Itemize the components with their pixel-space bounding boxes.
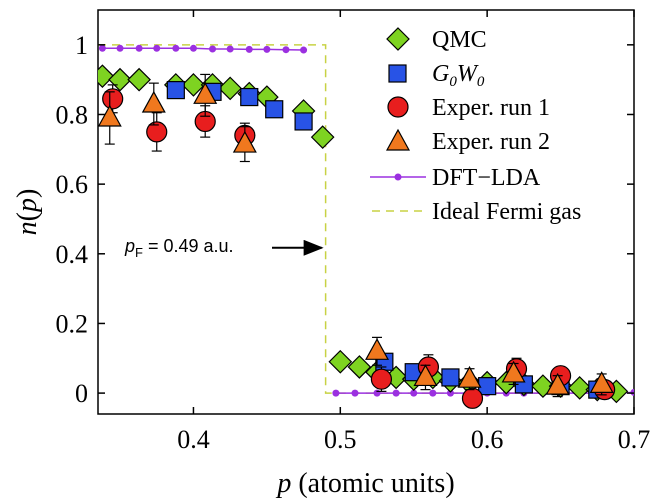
y-tick-label: 1	[75, 31, 88, 60]
legend-entry-exper-run-2: Exper. run 2	[385, 128, 550, 155]
dft-lda-point	[351, 389, 359, 397]
qmc-point	[310, 125, 335, 149]
y-axis-ticks: 0 0.2 0.4 0.6 0.8 1	[56, 31, 634, 408]
legend-exper-run-2-marker	[385, 128, 411, 151]
exper-run-2-point	[141, 90, 166, 113]
legend-entry-ideal-fermi-gas: Ideal Fermi gas	[372, 199, 581, 225]
x-axis-label-var: p	[275, 468, 291, 499]
exper-run-1-point	[102, 88, 124, 110]
g0w0-point	[441, 368, 460, 387]
legend-exper-run-1-marker	[387, 96, 409, 118]
legend-g0w0-g: G	[432, 61, 449, 87]
qmc-point	[328, 349, 353, 374]
y-tick-label: 0.4	[56, 240, 89, 269]
y-tick-label: 0	[75, 379, 88, 408]
x-tick-label: 0.4	[177, 425, 210, 454]
exper-run-2-point	[501, 360, 526, 383]
qmc-point	[181, 73, 206, 97]
dft-lda-point	[245, 45, 253, 53]
x-axis-label: p (atomic units)	[275, 468, 454, 499]
legend: QMC G0W0 Exper. run 1 Exper. run 2 DFT−L…	[370, 27, 581, 225]
exper-run-2-point	[545, 372, 570, 395]
legend-entry-exper-run-1: Exper. run 1	[387, 95, 550, 121]
exper-run-1-point	[461, 387, 484, 409]
g0w0-point	[294, 112, 313, 131]
dft-lda-point	[209, 45, 217, 53]
dft-lda-point	[263, 45, 271, 53]
dft-lda-point	[98, 44, 106, 52]
legend-entry-qmc: QMC	[386, 27, 487, 53]
dft-lda-point	[189, 44, 197, 52]
y-tick-label: 0.6	[56, 170, 89, 199]
legend-qmc-marker	[386, 27, 410, 51]
g0w0-point	[478, 377, 497, 396]
y-tick-label: 0.8	[56, 100, 89, 129]
dft-lda-point	[282, 46, 290, 54]
y-axis-label-close: )	[12, 189, 43, 198]
qmc-point	[127, 67, 151, 92]
dft-lda-point	[300, 46, 308, 54]
exper-run-2-point	[413, 364, 438, 387]
exper-run-2-point	[98, 104, 122, 127]
g0w0-point	[240, 87, 259, 107]
dft-lda-point	[135, 44, 143, 52]
exper-run-2-point	[457, 365, 482, 388]
dft-lda-point	[332, 389, 340, 397]
legend-entry-g0w0: G0W0	[388, 61, 485, 90]
annotation-suffix: = 0.49 a.u.	[143, 236, 234, 256]
x-axis-label-rest: (atomic units)	[291, 468, 454, 499]
legend-dft-lda-label: DFT−LDA	[432, 165, 541, 191]
y-axis-label-var: p	[12, 198, 43, 214]
annotation-prefix: p	[124, 236, 135, 256]
dft-lda-point	[410, 389, 418, 397]
legend-exper-run-2-label: Exper. run 2	[432, 129, 550, 155]
dft-lda-point	[446, 389, 454, 397]
exper-run-2-point	[589, 371, 614, 393]
exper-run-2-point	[364, 338, 390, 360]
dft-lda-point	[373, 389, 381, 397]
legend-g0w0-w: W	[457, 61, 479, 87]
exper-run-1-point	[146, 121, 168, 143]
y-axis-label-main: n	[12, 221, 43, 235]
exper-run-2-point	[193, 82, 218, 104]
dft-lda-point	[153, 44, 161, 52]
qmc-point	[98, 64, 115, 89]
dft-lda-point	[429, 389, 437, 397]
fermi-momentum-annotation: pF = 0.49 a.u.	[124, 236, 234, 260]
legend-g0w0-sub1: 0	[449, 74, 457, 90]
qmc-point	[347, 355, 372, 379]
dft-lda-point	[172, 44, 180, 52]
legend-g0w0-label: G0W0	[432, 61, 485, 90]
x-tick-label: 0.6	[471, 425, 504, 454]
x-axis-ticks: 0.4 0.5 0.6 0.7	[177, 10, 650, 454]
x-tick-label: 0.5	[324, 425, 357, 454]
legend-qmc-label: QMC	[432, 27, 487, 53]
exper-run-1-point	[370, 368, 393, 390]
legend-entry-dft-lda: DFT−LDA	[370, 165, 541, 191]
qmc-point	[567, 376, 592, 400]
g0w0-point	[265, 100, 284, 119]
y-axis-label: n(p)	[12, 189, 43, 236]
y-tick-label: 0.2	[56, 309, 89, 338]
qmc-point	[108, 67, 132, 92]
legend-ideal-fermi-gas-label: Ideal Fermi gas	[432, 199, 581, 225]
y-axis-label-open: (	[12, 212, 43, 221]
qmc-point	[218, 76, 243, 101]
legend-g0w0-sub2: 0	[477, 74, 485, 90]
plot-area	[97, 9, 635, 415]
legend-dft-lda-marker	[394, 173, 402, 181]
legend-g0w0-marker	[388, 64, 407, 83]
legend-exper-run-1-label: Exper. run 1	[432, 95, 550, 121]
x-tick-label: 0.7	[618, 425, 651, 454]
exper-run-2-point	[232, 130, 257, 153]
dft-lda-point	[392, 389, 400, 397]
dft-lda-point	[226, 45, 234, 53]
dft-lda-point	[116, 44, 124, 52]
exper-run-2-layer	[98, 73, 614, 398]
g0w0-point	[166, 81, 185, 100]
annotation-subscript: F	[135, 245, 143, 260]
